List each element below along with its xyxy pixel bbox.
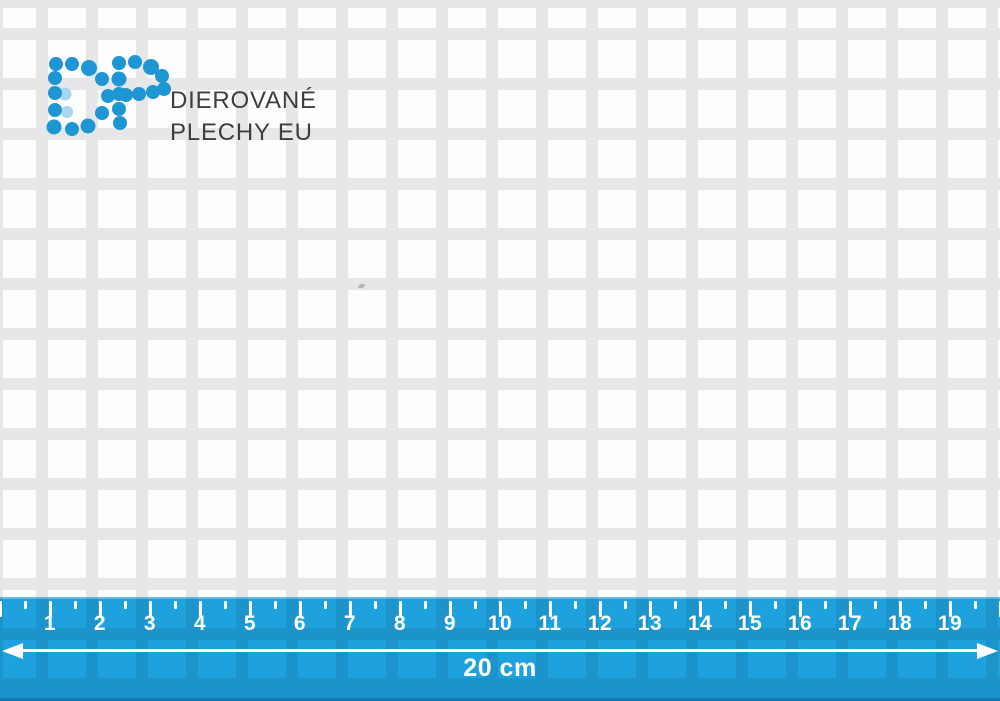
- logo-dot: [112, 102, 126, 116]
- brand-line2: PLECHY EU: [170, 119, 313, 146]
- ruler-number: 6: [293, 612, 307, 635]
- ruler-number: 18: [887, 612, 913, 635]
- brand-name: DIEROVANÉ PLECHY EU: [170, 85, 317, 149]
- ruler-number: 7: [343, 612, 357, 635]
- ruler-tick-minor: [973, 601, 977, 609]
- ruler-tick-minor: [823, 601, 827, 609]
- logo-dot: [132, 87, 146, 101]
- sheet-left-edge: [0, 0, 3, 690]
- ruler-tick-major: [0, 601, 2, 617]
- logo-dot: [95, 72, 109, 86]
- logo-dot: [143, 59, 159, 75]
- ruler-tick-minor: [423, 601, 427, 609]
- ruler-tick-minor: [773, 601, 777, 609]
- ruler-tick-minor: [273, 601, 277, 609]
- logo-dot: [80, 118, 96, 134]
- logo-dot: [65, 57, 79, 71]
- ruler-number: 5: [243, 612, 257, 635]
- ruler-tick-major: [448, 601, 452, 617]
- logo-dot: [101, 89, 115, 103]
- ruler-tick-major: [498, 601, 502, 617]
- ruler-number: 15: [737, 612, 763, 635]
- ruler-span-arrow: [0, 643, 1000, 659]
- logo-dot: [48, 86, 62, 100]
- brand-line1: DIEROVANÉ: [170, 87, 317, 114]
- ruler-tick-minor: [373, 601, 377, 609]
- ruler-number: 4: [193, 612, 207, 635]
- ruler-number: 19: [937, 612, 963, 635]
- logo-dot: [112, 56, 126, 70]
- ruler-number: 17: [837, 612, 863, 635]
- ruler-total-label: 20 cm: [463, 654, 537, 682]
- ruler-number: 3: [143, 612, 157, 635]
- ruler-tick-major: [898, 601, 902, 617]
- ruler-number: 2: [93, 612, 107, 635]
- logo-dot: [155, 69, 169, 83]
- dust-speck: [357, 282, 366, 290]
- arrowhead-right-icon: [977, 643, 998, 659]
- ruler-tick-minor: [223, 601, 227, 609]
- logo-dot: [58, 87, 72, 101]
- ruler-tick-minor: [473, 601, 477, 609]
- logo-dot: [113, 116, 127, 130]
- logo-dot: [49, 57, 63, 71]
- ruler-number: 13: [637, 612, 663, 635]
- ruler-number: 1: [43, 612, 57, 635]
- ruler-tick-major: [548, 601, 552, 617]
- ruler-tick-minor: [673, 601, 677, 609]
- ruler-tick-major: [598, 601, 602, 617]
- ruler-number: 11: [538, 612, 562, 635]
- ruler-number: 12: [587, 612, 613, 635]
- ruler-tick-minor: [873, 601, 877, 609]
- logo-dot: [111, 71, 127, 87]
- logo-dot: [48, 71, 62, 85]
- logo-dot: [119, 88, 133, 102]
- arrowhead-left-icon: [2, 643, 23, 659]
- ruler-tick-major: [698, 601, 702, 617]
- logo-dot: [81, 60, 97, 76]
- ruler-tick-minor: [123, 601, 127, 609]
- ruler-number: 9: [443, 612, 457, 635]
- ruler-number: 10: [487, 612, 513, 635]
- ruler-tick-minor: [73, 601, 77, 609]
- ruler-tick-major: [398, 601, 402, 617]
- ruler-tick-major: [648, 601, 652, 617]
- ruler-tick-minor: [623, 601, 627, 609]
- ruler-tick-minor: [523, 601, 527, 609]
- logo-dot: [128, 55, 142, 69]
- ruler-tick-minor: [23, 601, 27, 609]
- logo-dot: [95, 106, 109, 120]
- ruler-tick-minor: [173, 601, 177, 609]
- ruler-tick-minor: [573, 601, 577, 609]
- logo-dot: [65, 122, 79, 136]
- ruler-number: 16: [787, 612, 813, 635]
- ruler-tick-major: [98, 601, 102, 617]
- ruler-number: 14: [687, 612, 713, 635]
- ruler-tick-major: [948, 601, 952, 617]
- logo-dot: [61, 106, 73, 118]
- arrow-line: [16, 649, 984, 652]
- dp-monogram-icon: [46, 55, 171, 136]
- ruler-tick-major: [348, 601, 352, 617]
- ruler-tick-major: [998, 601, 1000, 617]
- ruler-tick-major: [748, 601, 752, 617]
- ruler-tick-minor: [923, 601, 927, 609]
- ruler-tick-major: [298, 601, 302, 617]
- ruler-tick-major: [798, 601, 802, 617]
- ruler-tick-major: [198, 601, 202, 617]
- ruler-tick-major: [848, 601, 852, 617]
- logo-dot: [157, 82, 171, 96]
- logo-dot: [146, 85, 160, 99]
- ruler-tick-major: [248, 601, 252, 617]
- ruler-tick-major: [148, 601, 152, 617]
- logo-dot: [46, 119, 62, 135]
- ruler-tick-minor: [723, 601, 727, 609]
- logo-dot: [48, 103, 62, 117]
- ruler-number: 8: [393, 612, 407, 635]
- sheet-top-edge: [0, 0, 1000, 8]
- ruler-tick-major: [48, 601, 52, 617]
- ruler-tick-minor: [323, 601, 327, 609]
